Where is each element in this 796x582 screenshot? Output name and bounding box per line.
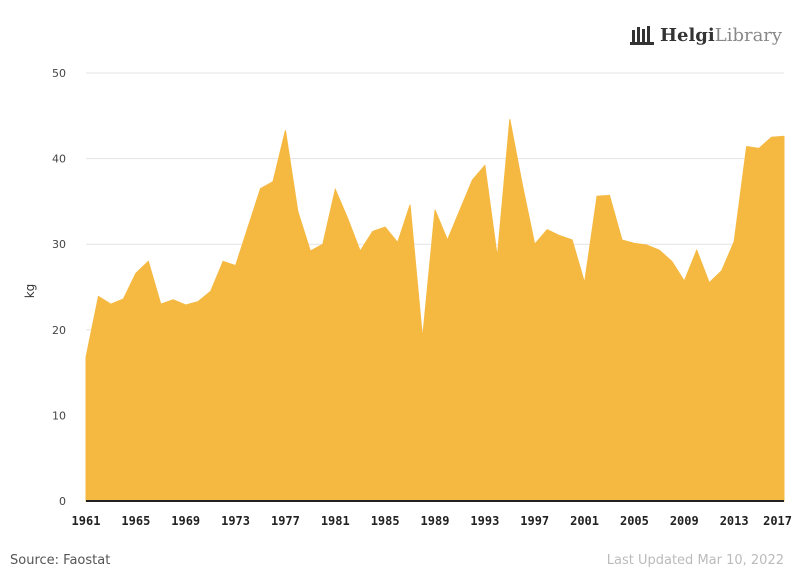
y-tick-label: 10: [52, 409, 66, 422]
x-tick-label: 1969: [171, 514, 200, 528]
source-text: Source: Faostat: [10, 553, 111, 568]
x-tick-label: 1981: [321, 514, 350, 528]
y-tick-label: 40: [52, 153, 66, 166]
area-series: [85, 119, 785, 502]
y-axis-label: kg: [23, 284, 37, 299]
x-tick-label: 1985: [371, 514, 400, 528]
y-tick-labels: 0 10 20 30 40 50: [52, 67, 66, 508]
x-tick-label: 1961: [72, 514, 101, 528]
y-tick-label: 50: [52, 67, 66, 80]
x-tick-labels: 1961 1965 1969 1973 1977 1981 1985 1989 1993 1997…: [72, 514, 792, 528]
library-columns-icon: [630, 26, 654, 45]
x-tick-label: 2013: [720, 514, 749, 528]
x-tick-label: 1977: [271, 514, 300, 528]
helgi-library-logo: HelgiLibrary: [630, 22, 782, 48]
x-tick-label: 1973: [221, 514, 250, 528]
y-tick-label: 20: [52, 324, 66, 337]
last-updated-text: Last Updated Mar 10, 2022: [606, 553, 784, 568]
x-tick-label: 2009: [670, 514, 699, 528]
x-tick-label: 1965: [121, 514, 150, 528]
x-tick-label: 1989: [421, 514, 450, 528]
x-tick-label: 2001: [570, 514, 599, 528]
x-tick-label: 1997: [520, 514, 549, 528]
x-tick-label: 2005: [620, 514, 649, 528]
x-tick-label: 2017: [763, 514, 792, 528]
logo-text: HelgiLibrary: [660, 24, 783, 46]
y-tick-label: 30: [52, 238, 66, 251]
y-tick-label: 0: [59, 495, 66, 508]
x-tick-label: 1993: [470, 514, 499, 528]
